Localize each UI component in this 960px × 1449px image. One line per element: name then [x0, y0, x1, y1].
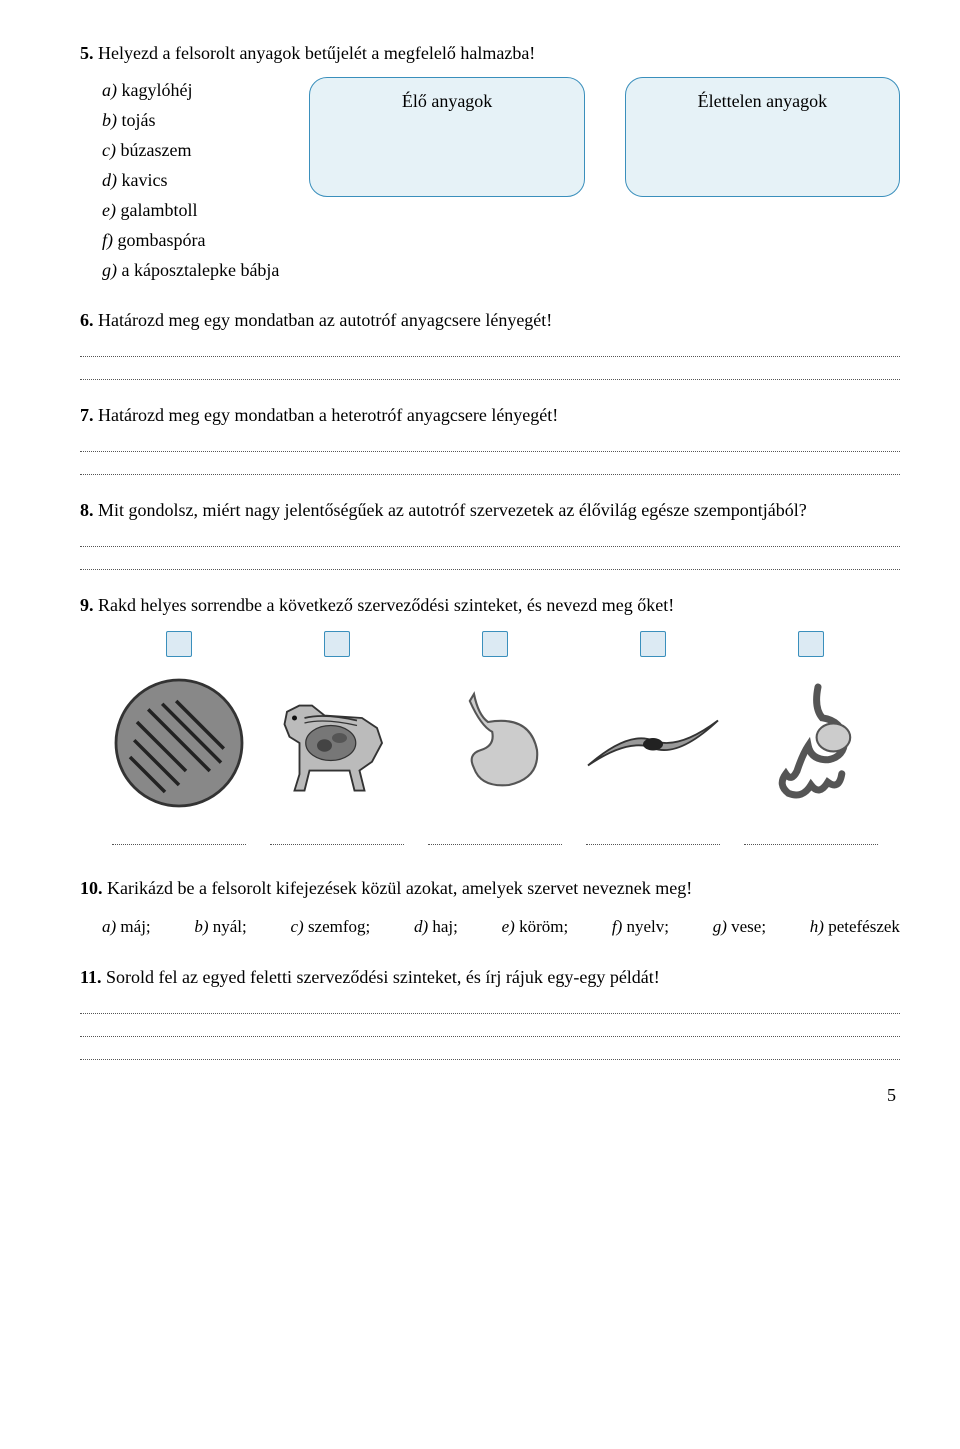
- tissue-icon: [104, 673, 254, 813]
- question-7-header: 7. Határozd meg egy mondatban a heterotr…: [80, 402, 900, 429]
- q5-item-list: a) kagylóhéj b) tojás c) búzaszem d) kav…: [80, 77, 279, 287]
- q10-option[interactable]: a) máj;: [102, 914, 151, 940]
- answer-line[interactable]: [80, 474, 900, 475]
- question-7: 7. Határozd meg egy mondatban a heterotr…: [80, 402, 900, 475]
- q11-text: Sorold fel az egyed feletti szerveződési…: [106, 967, 660, 987]
- answer-line[interactable]: [112, 829, 246, 845]
- q9-item-cell: [574, 631, 732, 813]
- order-box[interactable]: [324, 631, 350, 657]
- question-5-header: 5. Helyezd a felsorolt anyagok betűjelét…: [80, 40, 900, 67]
- nonliving-materials-box[interactable]: Élettelen anyagok: [625, 77, 900, 197]
- question-9-header: 9. Rakd helyes sorrendbe a következő sze…: [80, 592, 900, 619]
- question-10: 10. Karikázd be a felsorolt kifejezések …: [80, 875, 900, 940]
- q5-item: a) kagylóhéj: [102, 77, 279, 104]
- q10-option[interactable]: e) köröm;: [502, 914, 569, 940]
- question-8: 8. Mit gondolsz, miért nagy jelentőségűe…: [80, 497, 900, 570]
- q6-text: Határozd meg egy mondatban az autotróf a…: [98, 310, 552, 330]
- answer-line[interactable]: [80, 546, 900, 547]
- q9-item-tissue: [100, 631, 258, 813]
- digestive-system-icon: [736, 673, 886, 813]
- box-title: Élettelen anyagok: [698, 91, 827, 111]
- question-5: 5. Helyezd a felsorolt anyagok betűjelét…: [80, 40, 900, 287]
- q5-item: e) galambtoll: [102, 197, 279, 224]
- answer-line[interactable]: [80, 356, 900, 357]
- question-6-header: 6. Határozd meg egy mondatban az autotró…: [80, 307, 900, 334]
- answer-line[interactable]: [80, 1059, 900, 1060]
- cell-icon: [578, 673, 728, 813]
- order-box[interactable]: [798, 631, 824, 657]
- question-6: 6. Határozd meg egy mondatban az autotró…: [80, 307, 900, 380]
- living-materials-box[interactable]: Élő anyagok: [309, 77, 584, 197]
- q11-number: 11.: [80, 967, 102, 987]
- q10-option[interactable]: b) nyál;: [194, 914, 246, 940]
- q9-item-organ: [416, 631, 574, 813]
- question-8-header: 8. Mit gondolsz, miért nagy jelentőségűe…: [80, 497, 900, 524]
- q5-item: g) a káposztalepke bábja: [102, 257, 279, 284]
- dog-anatomy-icon: [262, 673, 412, 813]
- answer-line[interactable]: [80, 379, 900, 380]
- answer-line[interactable]: [80, 1036, 900, 1037]
- q10-number: 10.: [80, 878, 103, 898]
- question-9: 9. Rakd helyes sorrendbe a következő sze…: [80, 592, 900, 845]
- q10-option[interactable]: d) haj;: [414, 914, 458, 940]
- answer-line[interactable]: [80, 569, 900, 570]
- answer-line[interactable]: [586, 829, 720, 845]
- q10-option[interactable]: c) szemfog;: [290, 914, 370, 940]
- answer-line[interactable]: [744, 829, 878, 845]
- q8-number: 8.: [80, 500, 94, 520]
- question-10-header: 10. Karikázd be a felsorolt kifejezések …: [80, 875, 900, 902]
- box-title: Élő anyagok: [402, 91, 492, 111]
- answer-line[interactable]: [80, 1013, 900, 1014]
- q9-number: 9.: [80, 595, 94, 615]
- q6-number: 6.: [80, 310, 94, 330]
- q5-item: c) búzaszem: [102, 137, 279, 164]
- stomach-icon: [420, 673, 570, 813]
- q5-item: d) kavics: [102, 167, 279, 194]
- q10-text: Karikázd be a felsorolt kifejezések közü…: [107, 878, 692, 898]
- q9-text: Rakd helyes sorrendbe a következő szerve…: [98, 595, 674, 615]
- page-number: 5: [80, 1082, 900, 1109]
- order-box[interactable]: [640, 631, 666, 657]
- order-box[interactable]: [482, 631, 508, 657]
- question-11-header: 11. Sorold fel az egyed feletti szervező…: [80, 964, 900, 991]
- q9-item-organism: [258, 631, 416, 813]
- answer-line[interactable]: [428, 829, 562, 845]
- q5-text: Helyezd a felsorolt anyagok betűjelét a …: [98, 43, 535, 63]
- q5-item: f) gombaspóra: [102, 227, 279, 254]
- q10-option[interactable]: h) petefészek: [810, 914, 900, 940]
- q9-item-organ-system: [732, 631, 890, 813]
- answer-line[interactable]: [80, 451, 900, 452]
- q10-option[interactable]: g) vese;: [713, 914, 766, 940]
- q5-item: b) tojás: [102, 107, 279, 134]
- order-box[interactable]: [166, 631, 192, 657]
- question-11: 11. Sorold fel az egyed feletti szervező…: [80, 964, 900, 1060]
- q10-option[interactable]: f) nyelv;: [612, 914, 669, 940]
- q8-text: Mit gondolsz, miért nagy jelentőségűek a…: [98, 500, 807, 520]
- q5-number: 5.: [80, 43, 94, 63]
- answer-line[interactable]: [270, 829, 404, 845]
- q7-number: 7.: [80, 405, 94, 425]
- q7-text: Határozd meg egy mondatban a heterotróf …: [98, 405, 558, 425]
